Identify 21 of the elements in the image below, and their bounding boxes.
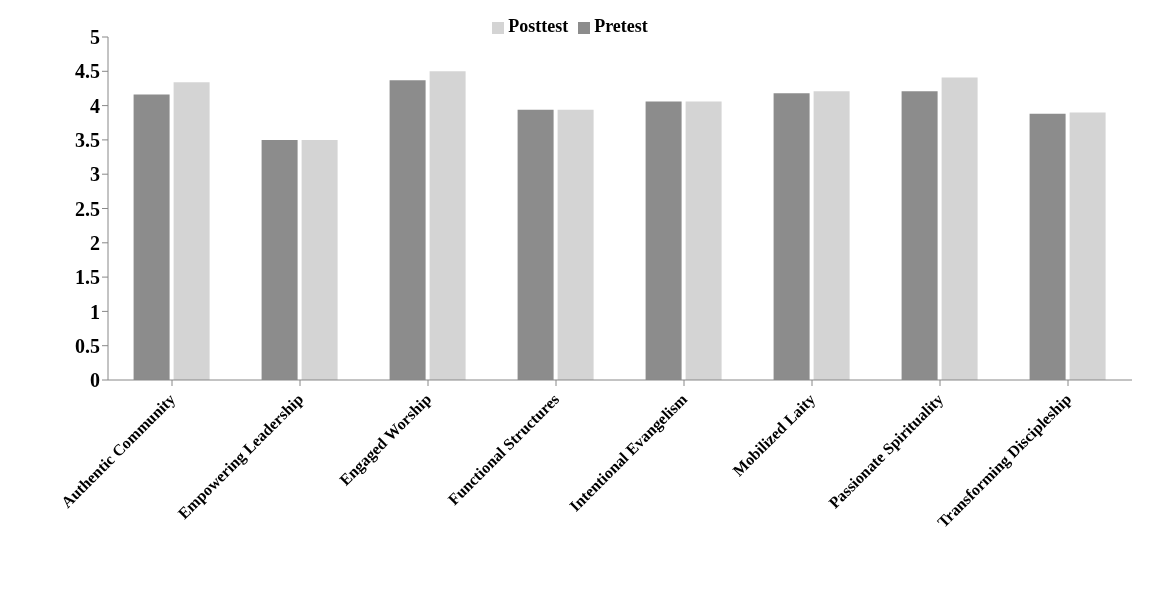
y-tick-label: 4.5 [75,60,100,83]
bar [301,139,338,380]
y-tick-label: 5 [90,26,100,49]
bar [685,101,722,380]
legend-label: Pretest [594,16,648,36]
bar [429,71,466,380]
y-tick-label: 3 [90,163,100,186]
y-tick-label: 3.5 [75,129,100,151]
y-tick-label: 0.5 [75,334,100,357]
legend-label: Posttest [508,16,569,36]
y-tick-label: 0 [90,369,100,392]
bar [941,77,978,380]
y-tick-label: 1.5 [75,266,100,289]
y-tick-label: 4 [90,94,100,117]
bar [173,82,210,380]
y-tick-label: 2 [90,231,100,254]
bar [813,91,850,380]
bar [1069,112,1106,380]
y-tick-label: 2.5 [75,197,100,220]
y-tick-label: 1 [90,300,100,323]
bar [557,109,594,380]
